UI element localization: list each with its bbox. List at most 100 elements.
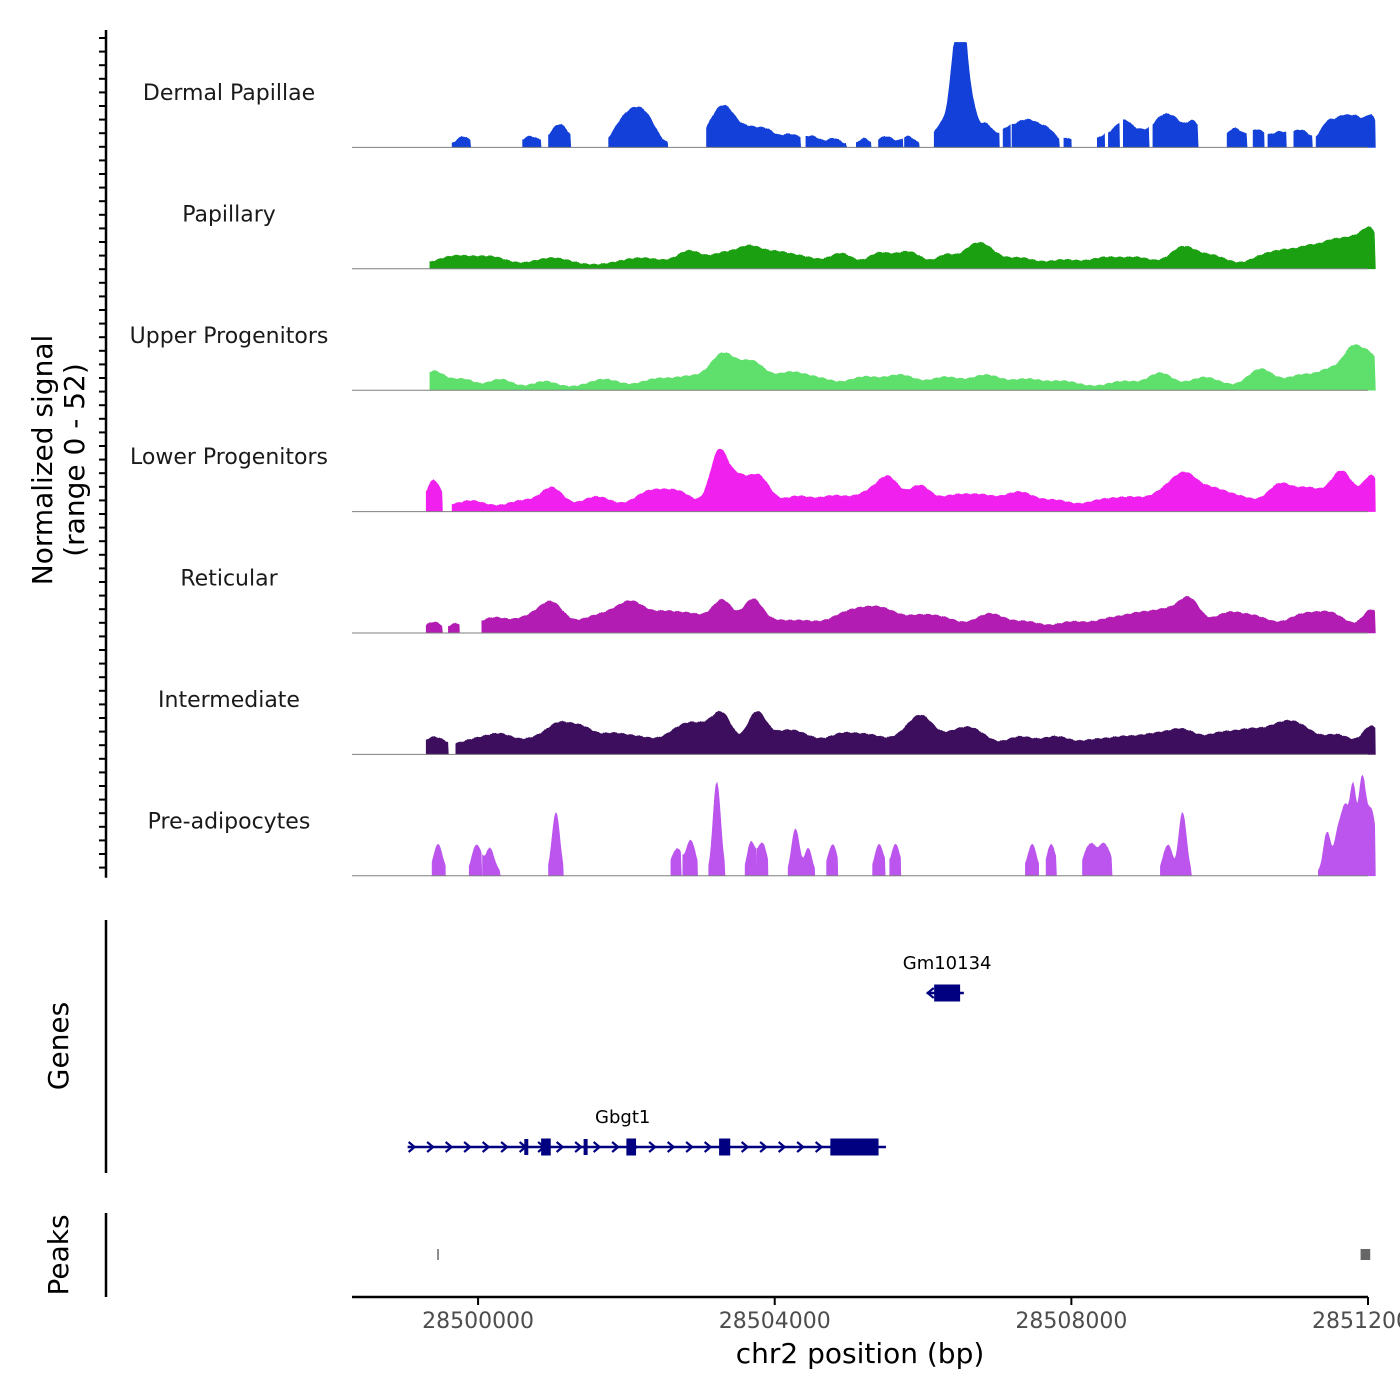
signal-axis: [99, 30, 108, 878]
signal-area: [608, 106, 669, 148]
signal-area: [1318, 774, 1376, 877]
genes-panel: Genes Gbgt1 Gm10134: [42, 920, 992, 1173]
track-0: Dermal Papillae: [143, 42, 1376, 148]
track-label: Papillary: [182, 202, 276, 227]
signal-area: [670, 848, 682, 877]
signal-axis-title-line1: Normalized signal: [26, 335, 59, 586]
track-3: Lower Progenitors: [130, 445, 1376, 513]
signal-area: [756, 842, 769, 877]
signal-area: [1097, 133, 1106, 148]
signal-area: [1045, 843, 1057, 877]
strand-arrow: [426, 1141, 435, 1153]
strand-arrow: [814, 1141, 824, 1153]
x-axis-ticks: 28500000 28504000 28508000 28512000: [422, 1297, 1400, 1334]
signal-area: [1025, 844, 1040, 877]
track-label: Lower Progenitors: [130, 445, 328, 470]
signal-area: [872, 844, 886, 877]
signal-area: [878, 136, 904, 148]
signal-area: [1252, 129, 1265, 148]
track-label: Intermediate: [158, 688, 300, 713]
track-label: Reticular: [180, 567, 278, 592]
signal-area: [522, 135, 542, 148]
track-6: Pre-adipocytes: [148, 774, 1376, 877]
signal-area: [1267, 130, 1287, 148]
track-label: Dermal Papillae: [143, 81, 315, 106]
strand-arrow: [444, 1141, 454, 1153]
signal-area: [787, 828, 816, 877]
signal-area: [481, 595, 1376, 634]
signal-area: [548, 124, 572, 148]
signal-area: [706, 104, 802, 148]
signal-tracks: Dermal Papillae Papillary Upper Progenitor…: [130, 42, 1376, 877]
gene-Gbgt1: Gbgt1: [407, 1107, 886, 1156]
signal-area: [425, 621, 443, 634]
signal-area: [482, 847, 501, 877]
signal-area: [826, 844, 839, 877]
track-1: Papillary: [182, 202, 1376, 270]
strand-arrow: [463, 1141, 472, 1153]
peaks-title: Peaks: [42, 1214, 75, 1295]
strand-arrow: [777, 1141, 787, 1153]
strand-arrow: [926, 987, 935, 999]
signal-area: [451, 136, 472, 148]
gene-exon: [541, 1138, 551, 1156]
x-tick-label: 28504000: [719, 1309, 831, 1334]
signal-area: [856, 137, 872, 148]
signal-area: [1011, 118, 1060, 148]
strand-arrow: [611, 1141, 620, 1153]
track-label: Upper Progenitors: [130, 324, 329, 349]
gene-models: Gbgt1 Gm10134: [407, 953, 992, 1156]
x-tick-label: 28512000: [1312, 1309, 1400, 1334]
gene-exon: [583, 1139, 588, 1155]
signal-area: [682, 839, 698, 877]
x-tick-label: 28508000: [1015, 1309, 1127, 1334]
gene-exon: [719, 1138, 731, 1156]
signal-area: [1152, 112, 1199, 148]
signal-area: [455, 710, 1376, 755]
x-axis-title: chr2 position (bp): [736, 1337, 985, 1370]
signal-area: [425, 736, 449, 755]
signal-area: [429, 344, 1376, 391]
strand-arrow: [592, 1141, 602, 1153]
signal-area: [548, 812, 564, 877]
track-4: Reticular: [180, 567, 1376, 634]
gene-exon: [626, 1138, 637, 1156]
strand-arrow: [407, 1141, 417, 1153]
signal-area: [425, 479, 443, 512]
signal-area: [448, 622, 460, 634]
strand-arrow: [666, 1141, 676, 1153]
signal-area: [429, 226, 1376, 270]
strand-arrow: [740, 1141, 750, 1153]
gene-exon: [934, 984, 961, 1002]
signal-area: [451, 448, 1376, 512]
strand-arrow: [685, 1141, 694, 1153]
signal-area: [933, 42, 1000, 148]
signal-area: [708, 781, 726, 877]
signal-area: [1315, 113, 1376, 148]
signal-axis-title-line2: (range 0 - 52): [58, 363, 91, 557]
gene-exon: [830, 1138, 879, 1156]
peaks-panel: Peaks: [42, 1213, 1371, 1297]
signal-area: [468, 844, 483, 877]
signal-area: [889, 843, 902, 877]
strand-arrow: [500, 1141, 509, 1153]
gene-label: Gbgt1: [595, 1107, 650, 1128]
strand-arrow: [759, 1141, 768, 1153]
gene-Gm10134: Gm10134: [903, 953, 992, 1002]
strand-arrow: [481, 1141, 491, 1153]
signal-area: [1293, 129, 1313, 148]
signal-area: [1108, 123, 1120, 148]
peak-region: [1360, 1249, 1371, 1260]
signal-area: [1082, 842, 1113, 877]
signal-area: [1063, 137, 1072, 148]
signal-area: [904, 135, 920, 148]
signal-area: [1123, 119, 1150, 148]
signal-area: [744, 840, 758, 877]
gene-label: Gm10134: [903, 953, 992, 974]
signal-area: [431, 843, 446, 877]
peak-regions: [437, 1249, 1371, 1260]
signal-area: [805, 135, 848, 148]
signal-area: [1160, 844, 1175, 877]
signal-area: [1173, 811, 1192, 877]
